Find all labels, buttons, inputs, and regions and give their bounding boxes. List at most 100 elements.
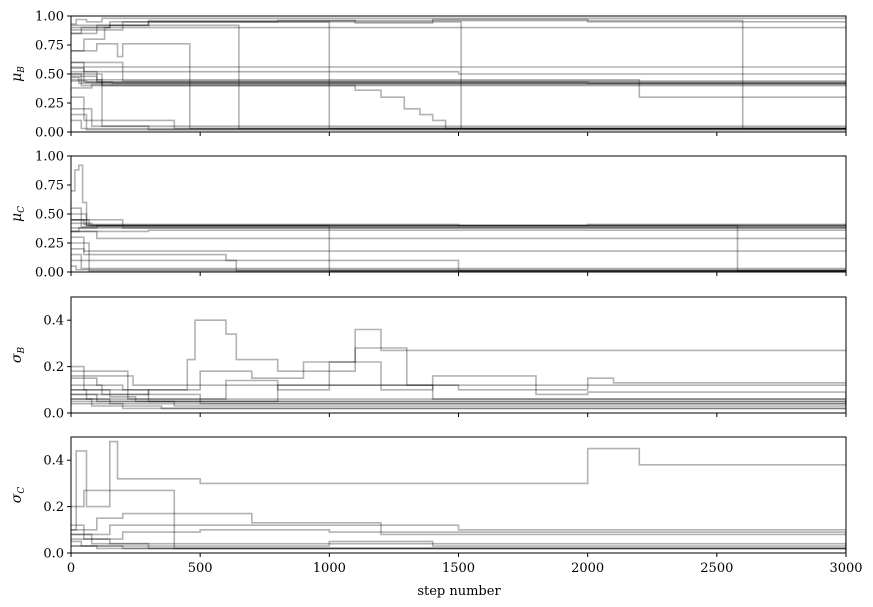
x-tick-label: 2500 bbox=[700, 561, 733, 576]
y-axis-label-subscript: B bbox=[17, 347, 27, 355]
trace-line-8 bbox=[71, 540, 846, 551]
panel-3: 0.0 0.2 0.4 σB bbox=[9, 296, 847, 422]
trace-line-8 bbox=[71, 19, 846, 130]
trace-line-11 bbox=[71, 230, 846, 240]
y-tick-label: 0.00 bbox=[35, 266, 64, 281]
x-tick-label: 1500 bbox=[442, 561, 475, 576]
trace-line-10 bbox=[71, 319, 846, 391]
y-tick-label: 0.75 bbox=[35, 39, 64, 54]
trace-line-13 bbox=[71, 61, 846, 83]
trace-line-8 bbox=[71, 219, 846, 272]
trace-line-8 bbox=[71, 370, 846, 402]
trace-line-19 bbox=[71, 70, 846, 98]
series-group bbox=[71, 440, 846, 551]
trace-line-23 bbox=[71, 73, 846, 130]
series-group bbox=[71, 164, 846, 272]
x-axis-label: step number bbox=[417, 584, 501, 599]
y-tick-label: 0.25 bbox=[35, 97, 64, 112]
trace-line-9 bbox=[71, 236, 846, 272]
trace-line-9 bbox=[71, 375, 846, 386]
y-axis-label-subscript: B bbox=[17, 66, 27, 74]
trace-line-5 bbox=[71, 24, 846, 130]
y-axis-label-subscript: C bbox=[17, 487, 27, 494]
trace-line-6 bbox=[71, 222, 846, 227]
y-axis-label-symbol: σ bbox=[9, 353, 25, 363]
y-tick-label: 0.50 bbox=[35, 68, 64, 83]
y-tick-label: 0.2 bbox=[43, 500, 64, 515]
y-axis-label-symbol: μ bbox=[9, 73, 25, 82]
trace-line-11 bbox=[71, 347, 846, 396]
trace-line-1 bbox=[71, 164, 846, 227]
trace-line-2 bbox=[71, 207, 846, 228]
y-tick-label: 1.00 bbox=[35, 150, 64, 165]
trace-line-2 bbox=[71, 489, 846, 550]
trace-line-1 bbox=[71, 17, 846, 25]
trace-line-10 bbox=[71, 80, 846, 85]
trace-line-13 bbox=[71, 384, 846, 404]
x-tick-label: 500 bbox=[188, 561, 213, 576]
y-tick-label: 0.25 bbox=[35, 237, 64, 252]
trace-line-4 bbox=[71, 224, 846, 229]
trace-line-24 bbox=[71, 113, 846, 131]
y-tick-label: 0.2 bbox=[43, 360, 64, 375]
trace-line-16 bbox=[71, 219, 846, 229]
x-tick-label: 3000 bbox=[829, 561, 862, 576]
trace-line-4 bbox=[71, 43, 846, 130]
y-tick-label: 0.00 bbox=[35, 126, 64, 141]
trace-line-10 bbox=[71, 248, 846, 252]
trace-line-13 bbox=[71, 259, 846, 270]
axes-frame bbox=[70, 296, 847, 414]
trace-line-15 bbox=[71, 79, 846, 87]
trace-line-5 bbox=[71, 384, 846, 405]
trace-line-4 bbox=[71, 524, 846, 536]
y-tick-label: 0.4 bbox=[43, 454, 64, 469]
trace-line-6 bbox=[71, 524, 846, 549]
trace-line-12 bbox=[71, 67, 846, 84]
trace-line-3 bbox=[71, 219, 846, 227]
trace-line-21 bbox=[71, 108, 846, 131]
y-tick-label: 0.0 bbox=[43, 407, 64, 422]
trace-line-18 bbox=[71, 61, 846, 75]
trace-line-22 bbox=[71, 119, 846, 130]
trace-line-1 bbox=[71, 377, 846, 404]
y-axis-label: μC bbox=[9, 206, 27, 222]
panel-1: 0.00 0.25 0.50 0.75 1.00 μB bbox=[9, 10, 847, 141]
y-axis-label: σB bbox=[9, 347, 27, 364]
trace-line-17 bbox=[71, 229, 846, 233]
trace-line-9 bbox=[71, 545, 846, 551]
trace-line-6 bbox=[71, 398, 846, 410]
y-tick-label: 0.75 bbox=[35, 179, 64, 194]
x-tick-label: 2000 bbox=[571, 561, 604, 576]
trace-line-14 bbox=[71, 83, 846, 89]
trace-line-7 bbox=[71, 533, 846, 551]
trace-line-2 bbox=[71, 18, 846, 35]
y-tick-label: 0.50 bbox=[35, 208, 64, 223]
trace-line-20 bbox=[71, 96, 846, 130]
x-tick-label: 1000 bbox=[313, 561, 346, 576]
trace-line-2 bbox=[71, 365, 846, 406]
trace-line-3 bbox=[71, 25, 846, 52]
trace-line-7 bbox=[71, 21, 846, 130]
axes-frame bbox=[70, 436, 847, 554]
y-tick-label: 0.4 bbox=[43, 314, 64, 329]
trace-line-12 bbox=[71, 361, 846, 400]
trace-line-1 bbox=[71, 440, 846, 531]
trace-line-4 bbox=[71, 389, 846, 406]
x-tick-label: 0 bbox=[67, 561, 75, 576]
trace-line-15 bbox=[71, 242, 846, 272]
series-group bbox=[71, 319, 846, 411]
trace-line-3 bbox=[71, 512, 846, 536]
trace-line-16 bbox=[71, 75, 846, 85]
trace-line-12 bbox=[71, 253, 846, 272]
y-tick-label: 0.0 bbox=[43, 547, 64, 562]
trace-line-7 bbox=[71, 402, 846, 411]
trace-line-9 bbox=[71, 73, 846, 130]
panel-2: 0.00 0.25 0.50 0.75 1.00 μC bbox=[9, 150, 847, 281]
y-tick-label: 1.00 bbox=[35, 10, 64, 25]
trace-line-7 bbox=[71, 213, 846, 272]
trace-line-6 bbox=[71, 21, 846, 130]
trace-line-10 bbox=[71, 540, 846, 549]
panel-4: 0.0 0.2 0.4 0 500 1000 1500 2000 2500 3000 σC bbox=[9, 436, 863, 576]
y-axis-label-subscript: C bbox=[17, 206, 27, 213]
